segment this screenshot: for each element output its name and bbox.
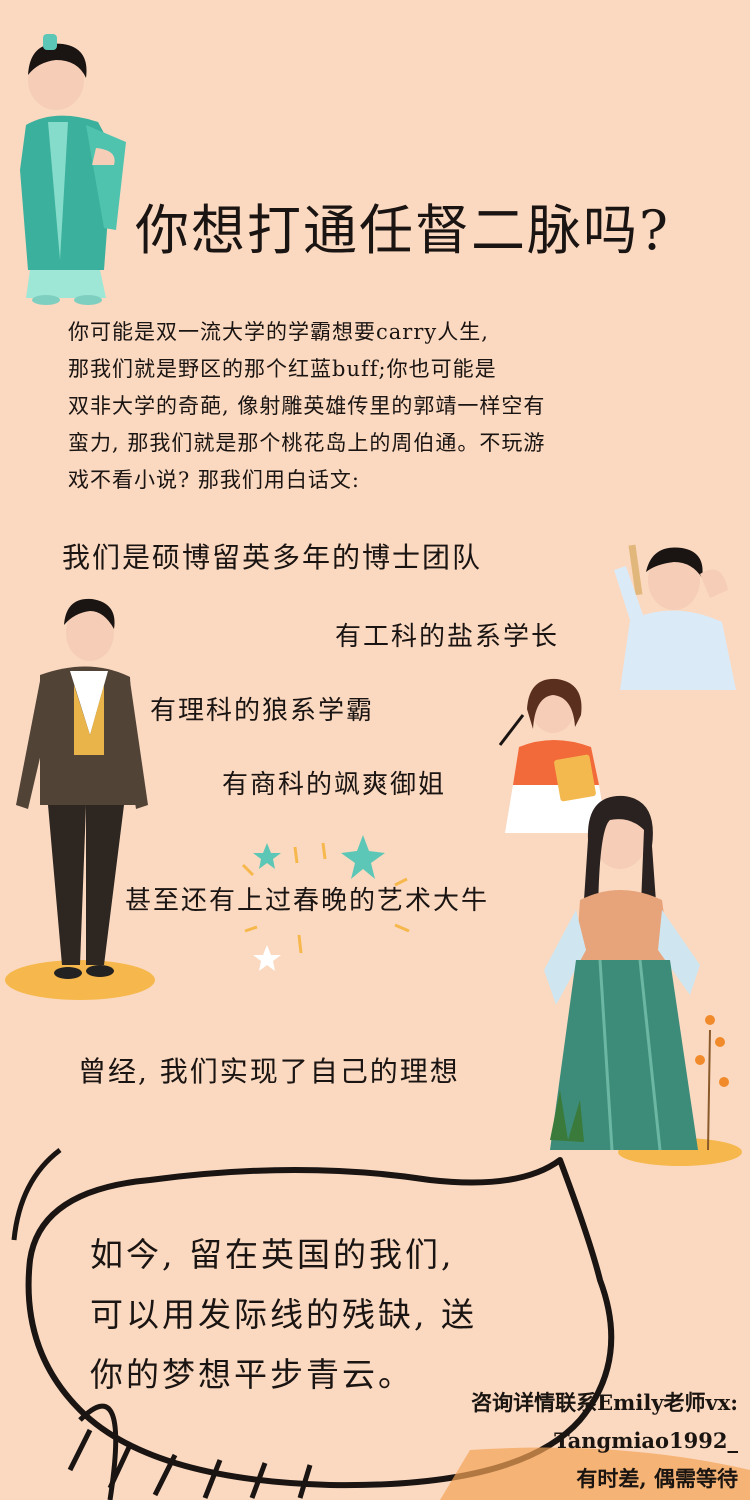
speech-bubble-outline: [11, 1148, 750, 1500]
contact-wechat-id: Tangmiao1992_: [554, 1428, 738, 1453]
team-line-science: 有理科的狼系学霸: [150, 696, 375, 726]
bubble-line: 你的梦想平步青云。: [90, 1355, 414, 1394]
sparkle-decoration: [241, 835, 410, 971]
teacher-illustration: [498, 678, 607, 833]
team-line-art: 甚至还有上过春晚的艺术大牛: [125, 886, 490, 916]
team-line-business: 有商科的飒爽御姐: [222, 770, 447, 800]
team-line-phd: 我们是硕博留英多年的博士团队: [62, 541, 483, 574]
team-line-engineering: 有工科的盐系学长: [335, 622, 560, 652]
contact-info: 咨询详情联系Emily老师vx: Tangmiao1992_ 有时差, 偶需等待: [471, 1384, 738, 1498]
contact-line: 咨询详情联系Emily老师vx:: [471, 1390, 738, 1415]
intro-line: 你可能是双一流大学的学霸想要carry人生,: [68, 320, 489, 344]
intro-line: 那我们就是野区的那个红蓝buff;你也可能是: [68, 357, 497, 381]
hanfu-girl-illustration: [544, 795, 742, 1166]
thinking-man-illustration: [614, 544, 736, 690]
bubble-line: 如今, 留在英国的我们,: [90, 1235, 455, 1274]
student-suit-illustration: [5, 598, 155, 1000]
bubble-line: 可以用发际线的残缺, 送: [90, 1295, 477, 1334]
bubble-text: 如今, 留在英国的我们, 可以用发际线的残缺, 送 你的梦想平步青云。: [90, 1225, 477, 1405]
page-title: 你想打通任督二脉吗?: [135, 199, 670, 263]
dream-line: 曾经, 我们实现了自己的理想: [78, 1055, 460, 1088]
intro-line: 戏不看小说? 那我们用白话文:: [68, 468, 361, 492]
contact-note: 有时差, 偶需等待: [576, 1466, 738, 1491]
intro-line: 蛮力, 那我们就是那个桃花岛上的周伯通。不玩游: [68, 431, 546, 455]
intro-paragraph: 你可能是双一流大学的学霸想要carry人生, 那我们就是野区的那个红蓝buff;…: [68, 314, 728, 499]
ancient-scholar-illustration: [20, 34, 126, 305]
intro-line: 双非大学的奇葩, 像射雕英雄传里的郭靖一样空有: [68, 394, 546, 418]
